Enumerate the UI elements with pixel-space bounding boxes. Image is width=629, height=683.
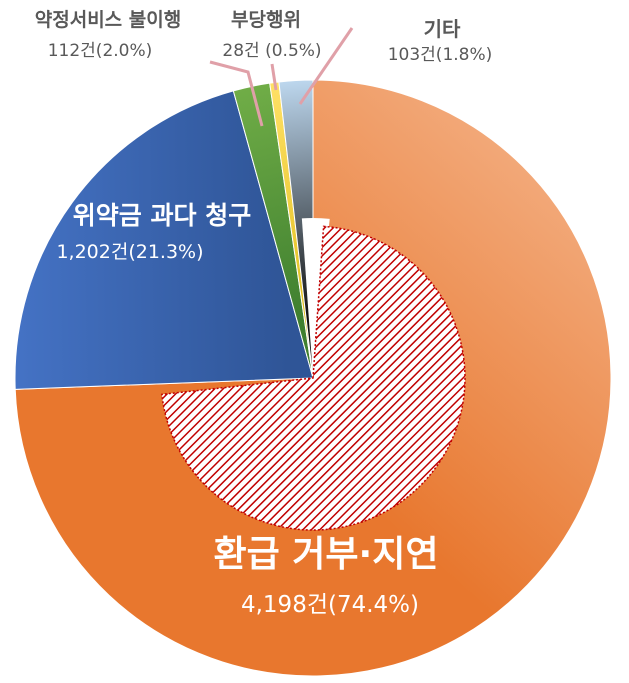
slice-value-label-1: 1,202건(21.3%) [56,241,203,263]
pie-slice-1 [14,90,314,390]
slice-value-label-4: 103건(1.8%) [388,45,493,65]
pie-slice-4 [278,79,314,379]
slice-name-label-1: 위약금 과다 청구 [73,201,251,230]
leader-line-4 [298,27,354,105]
slice-name-label-2: 약정서비스 불이행 [35,9,181,31]
slice-value-label-3: 28건 (0.5%) [222,41,321,61]
leader-line-3 [270,63,278,91]
slice-name-label-3: 부당행위 [231,9,301,31]
slice-name-label-0: 환급 거부·지연 [214,534,439,575]
slice-name-label-4: 기타 [424,17,461,41]
leader-lines [209,27,354,127]
highlight-inner [161,218,466,531]
slice-value-label-2: 112건(2.0%) [48,41,153,61]
leader-line-2 [209,60,264,127]
slice-labels: 환급 거부·지연 4,198건(74.4%) 위약금 과다 청구 1,202건(21.… [35,9,493,618]
highlight-inner-wedge [161,225,466,531]
slice-value-label-0: 4,198건(74.4%) [241,592,419,618]
